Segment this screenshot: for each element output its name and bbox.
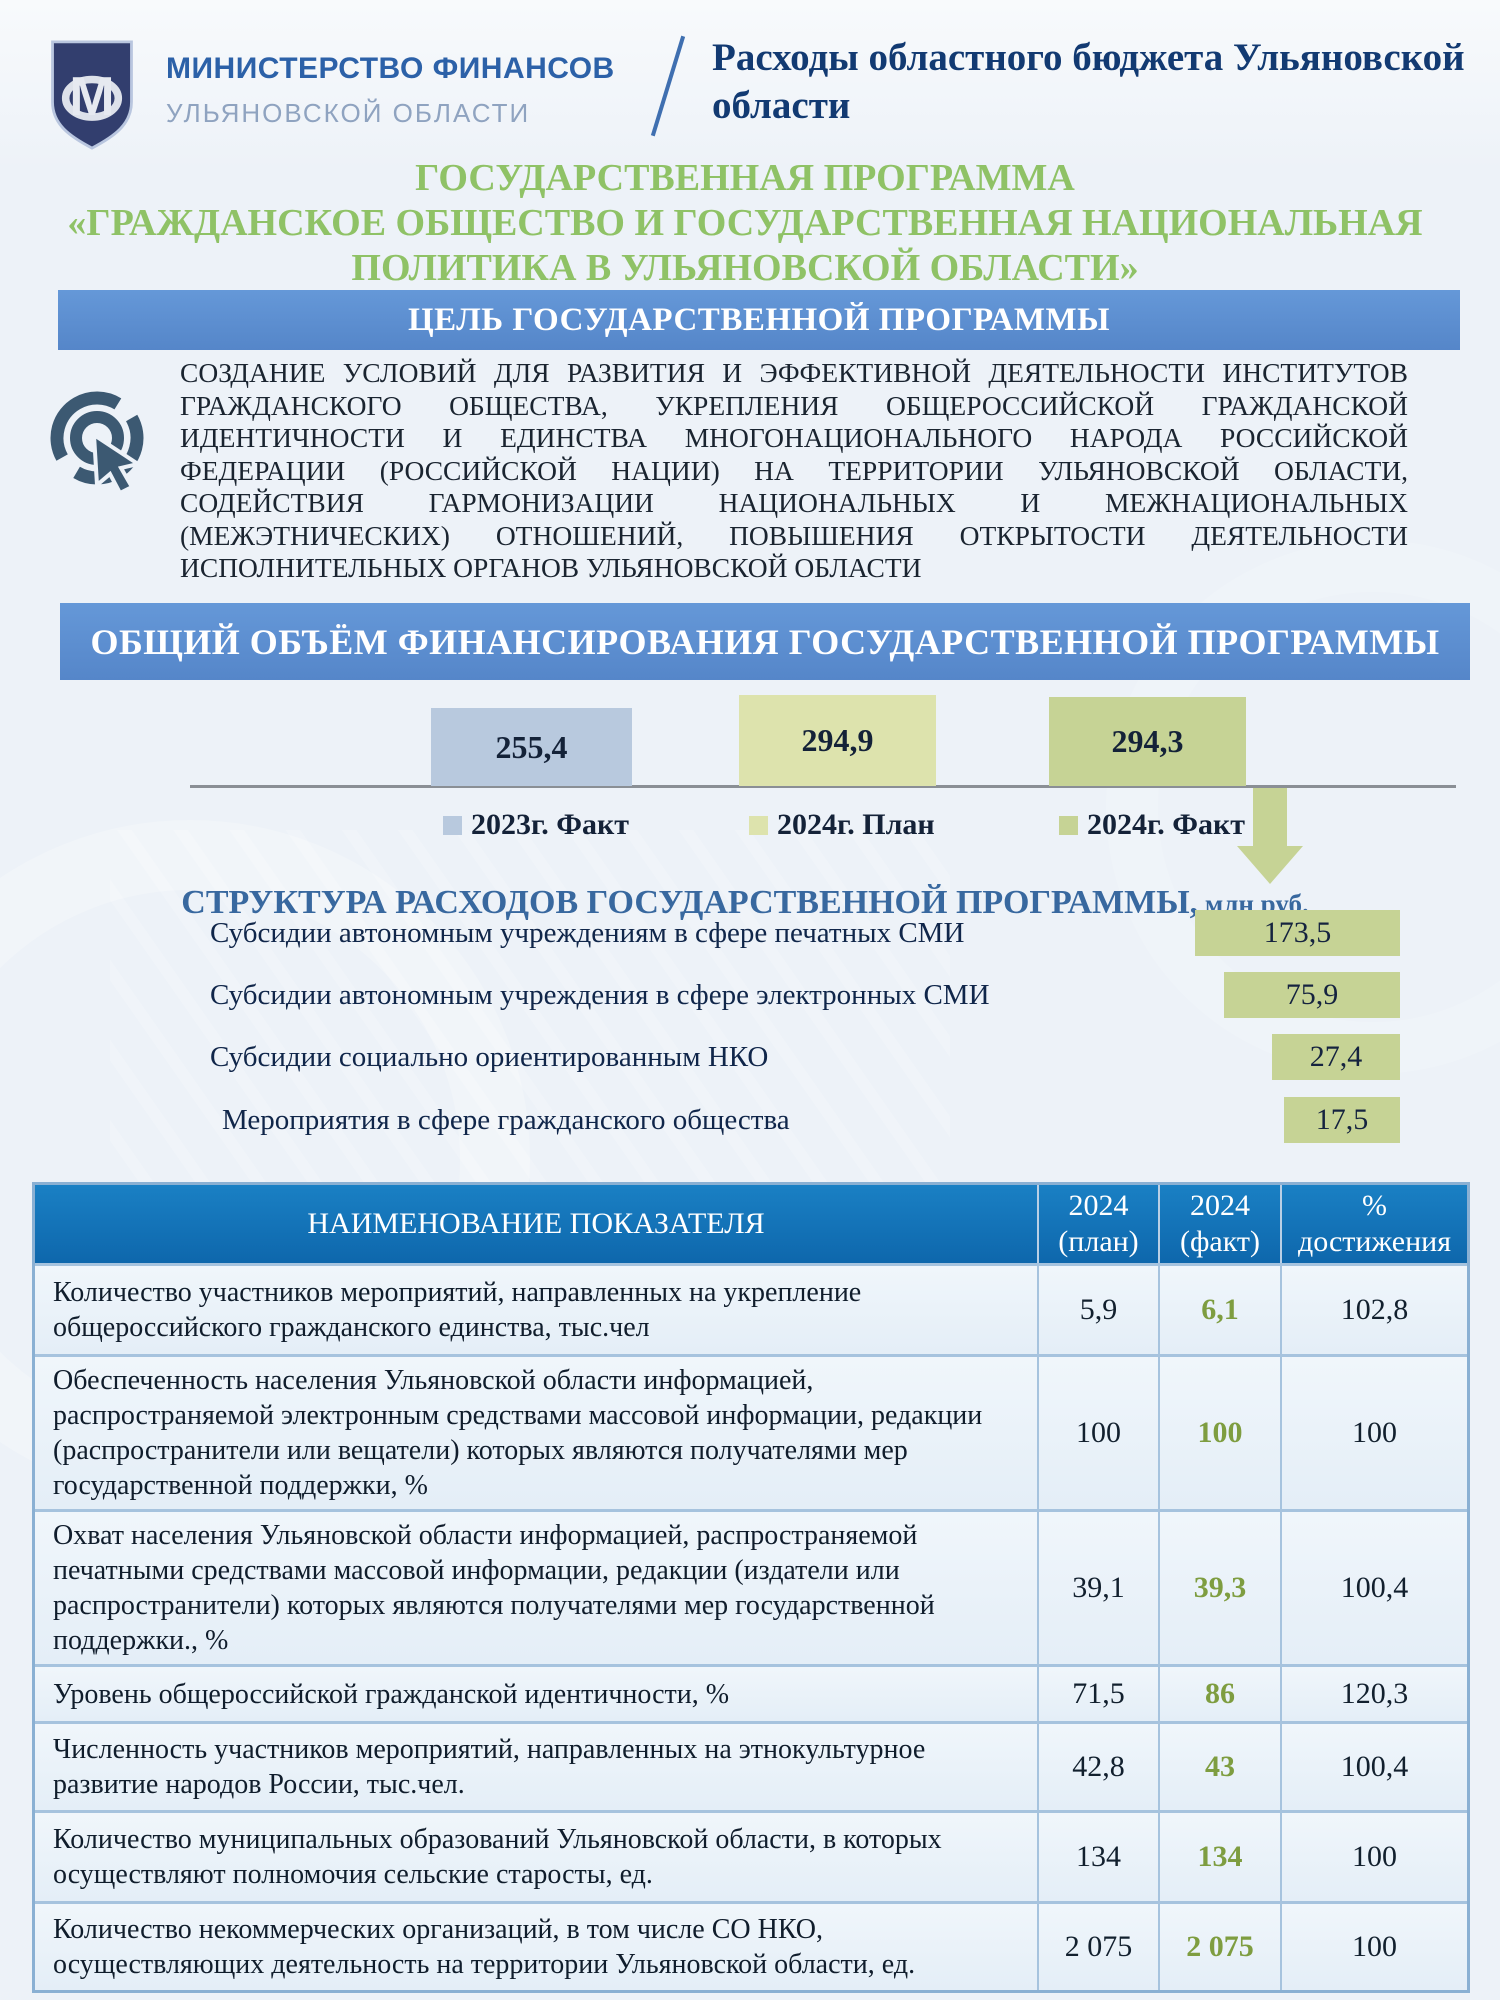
table-row: Обеспеченность населения Ульяновской обл… [35, 1354, 1467, 1509]
table-row: Количество участников мероприятий, напра… [35, 1263, 1467, 1354]
plan-value-cell: 39,1 [1039, 1512, 1160, 1664]
fact-value-cell: 43 [1160, 1724, 1282, 1810]
structure-row-label: Субсидии автономным учреждениям в сфере … [210, 916, 965, 949]
structure-bar-2: 75,9 [1224, 972, 1400, 1018]
table-header-row: НАИМЕНОВАНИЕ ПОКАЗАТЕЛЯ 2024 (план) 2024… [35, 1185, 1467, 1263]
program-title-line2: «ГРАЖДАНСКОЕ ОБЩЕСТВО И ГОСУДАРСТВЕННАЯ … [67, 202, 1423, 244]
plan-value-cell: 134 [1039, 1813, 1160, 1901]
down-arrow-icon [1237, 846, 1303, 884]
page-title: Расходы областного бюджета Ульяновской о… [712, 36, 1465, 127]
structure-bar-value: 27,4 [1309, 1040, 1363, 1073]
program-title: ГОСУДАРСТВЕННАЯ ПРОГРАММА «ГРАЖДАНСКОЕ О… [0, 156, 1490, 291]
funding-bar-1: 255,4 [431, 708, 632, 786]
achievement-value-cell: 100 [1352, 1416, 1397, 1449]
legend-item-3: 2024г. Факт [1059, 808, 1245, 842]
goal-banner: ЦЕЛЬ ГОСУДАРСТВЕННОЙ ПРОГРАММЫ [58, 290, 1460, 350]
funding-bar-value: 294,9 [801, 722, 874, 758]
funding-bar-value: 255,4 [495, 728, 568, 765]
table-row: Охват населения Ульяновской области инфо… [35, 1509, 1467, 1664]
header-2024-fact: 2024 (факт) [1160, 1185, 1282, 1263]
legend-label: 2023г. Факт [471, 808, 630, 841]
background-gradient [0, 0, 1500, 170]
ministry-logo-icon: М [45, 36, 139, 158]
program-title-line3: ПОЛИТИКА В УЛЬЯНОВСКОЙ ОБЛАСТИ» [351, 247, 1139, 289]
structure-row-label: Мероприятия в сфере гражданского обществ… [222, 1103, 790, 1136]
achievement-value-cell: 102,8 [1340, 1293, 1409, 1326]
indicator-name-cell: Количество некоммерческих организаций, в… [35, 1904, 1039, 1990]
structure-bar-3: 27,4 [1272, 1034, 1400, 1080]
structure-title-main: СТРУКТУРА РАСХОДОВ ГОСУДАРСТВЕННОЙ ПРОГР… [181, 884, 1199, 921]
indicator-name-cell: Охват населения Ульяновской области инфо… [35, 1512, 1039, 1664]
chart-baseline [190, 785, 1456, 788]
legend-label: 2024г. План [777, 808, 935, 841]
fact-value-cell: 134 [1160, 1813, 1282, 1901]
achievement-value-cell: 100,4 [1340, 1571, 1409, 1604]
table-body: Количество участников мероприятий, напра… [35, 1263, 1467, 1990]
structure-bar-1: 173,5 [1195, 910, 1400, 956]
logo-monogram: М [69, 66, 114, 127]
legend-swatch [1059, 815, 1078, 835]
fact-value-cell: 100 [1160, 1357, 1282, 1509]
achievement-value-cell: 100 [1352, 1930, 1397, 1963]
ministry-name: МИНИСТЕРСТВО ФИНАНСОВ [166, 52, 615, 85]
funding-banner: ОБЩИЙ ОБЪЁМ ФИНАНСИРОВАНИЯ ГОСУДАРСТВЕНН… [60, 603, 1470, 680]
legend-swatch [443, 815, 462, 835]
table-row: Уровень общероссийской гражданской идент… [35, 1664, 1467, 1721]
background-streaks-decoration [110, 830, 950, 1200]
table-row: Количество муниципальных образований Уль… [35, 1810, 1467, 1901]
legend-item-2: 2024г. План [749, 808, 935, 842]
achievement-value-cell: 120,3 [1340, 1677, 1409, 1710]
structure-bar-4: 17,5 [1284, 1097, 1400, 1143]
indicator-name-cell: Количество муниципальных образований Уль… [35, 1813, 1039, 1901]
indicator-name-cell: Численность участников мероприятий, напр… [35, 1724, 1039, 1810]
table-row: Численность участников мероприятий, напр… [35, 1721, 1467, 1810]
achievement-value-cell: 100 [1352, 1840, 1397, 1873]
structure-bar-value: 75,9 [1285, 978, 1339, 1011]
indicators-table: НАИМЕНОВАНИЕ ПОКАЗАТЕЛЯ 2024 (план) 2024… [32, 1182, 1470, 1993]
legend-item-1: 2023г. Факт [443, 808, 629, 842]
indicator-name-cell: Обеспеченность населения Ульяновской обл… [35, 1357, 1039, 1509]
header-2024-plan: 2024 (план) [1039, 1185, 1160, 1263]
down-arrow-icon [1253, 788, 1287, 848]
structure-title: СТРУКТУРА РАСХОДОВ ГОСУДАРСТВЕННОЙ ПРОГР… [0, 884, 1490, 922]
target-click-icon [42, 380, 162, 505]
indicator-name-cell: Уровень общероссийской гражданской идент… [35, 1667, 1039, 1721]
structure-row-label: Субсидии автономным учреждения в сфере э… [210, 978, 990, 1011]
funding-bar-value: 294,3 [1111, 723, 1184, 759]
fact-value-cell: 39,3 [1160, 1512, 1282, 1664]
fact-value-cell: 86 [1160, 1667, 1282, 1721]
funding-bar-2: 294,9 [739, 695, 936, 786]
program-title-line1: ГОСУДАРСТВЕННАЯ ПРОГРАММА [415, 157, 1075, 199]
plan-value-cell: 71,5 [1039, 1667, 1160, 1721]
indicator-name-cell: Количество участников мероприятий, напра… [35, 1266, 1039, 1354]
header-indicator-name: НАИМЕНОВАНИЕ ПОКАЗАТЕЛЯ [35, 1185, 1039, 1263]
fact-value-cell: 2 075 [1160, 1904, 1282, 1990]
table-row: Количество некоммерческих организаций, в… [35, 1901, 1467, 1990]
fact-value-cell: 6,1 [1160, 1266, 1282, 1354]
legend-swatch [749, 815, 768, 835]
plan-value-cell: 2 075 [1039, 1904, 1160, 1990]
structure-bar-value: 173,5 [1263, 916, 1332, 949]
plan-value-cell: 5,9 [1039, 1266, 1160, 1354]
structure-bar-value: 17,5 [1315, 1103, 1369, 1136]
funding-bar-3: 294,3 [1049, 697, 1246, 786]
plan-value-cell: 42,8 [1039, 1724, 1160, 1810]
ministry-region: УЛЬЯНОВСКОЙ ОБЛАСТИ [166, 98, 531, 128]
plan-value-cell: 100 [1039, 1357, 1160, 1509]
goal-text: СОЗДАНИЕ УСЛОВИЙ ДЛЯ РАЗВИТИЯ И ЭФФЕКТИВ… [180, 357, 1408, 583]
structure-row-label: Субсидии социально ориентированным НКО [210, 1040, 769, 1073]
legend-label: 2024г. Факт [1087, 808, 1246, 841]
achievement-value-cell: 100,4 [1340, 1750, 1409, 1783]
header-achievement-pct: % достижения [1297, 1189, 1452, 1258]
